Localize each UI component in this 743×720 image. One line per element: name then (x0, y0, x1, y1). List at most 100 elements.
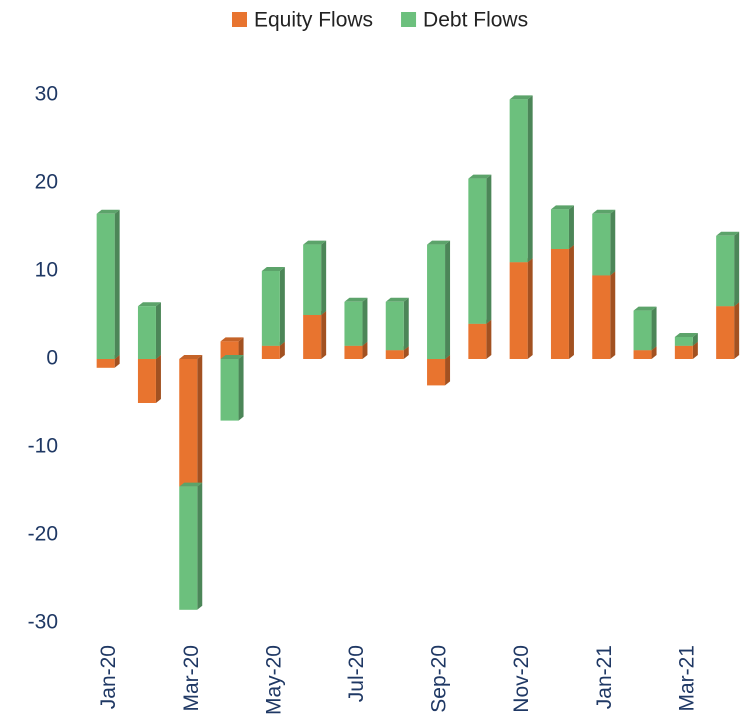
y-tick-label: -20 (28, 523, 58, 546)
bar-top (303, 240, 327, 245)
bar (179, 486, 198, 610)
bar (674, 337, 693, 346)
bar (344, 301, 363, 346)
bar-top (468, 174, 492, 179)
bar-side (114, 355, 120, 368)
legend-swatch (232, 12, 247, 27)
bar-top (261, 267, 285, 271)
bar (96, 359, 115, 368)
bar (468, 178, 487, 324)
x-tick-label: Mar-21 (675, 645, 698, 712)
x-tick-label: Nov-20 (510, 645, 533, 713)
bar (509, 262, 528, 359)
bar-side (692, 333, 698, 346)
bar-top (220, 355, 244, 359)
bar-side (403, 297, 409, 351)
bar (633, 310, 652, 351)
bar (550, 209, 569, 249)
bar-side (692, 341, 698, 359)
bar-side (114, 209, 120, 359)
legend-swatch (401, 12, 417, 27)
bar (96, 213, 115, 359)
bar-top (550, 205, 574, 210)
bar-side (445, 240, 451, 359)
bar-side (238, 355, 244, 421)
x-tick-label: May-20 (262, 645, 285, 715)
bar (427, 359, 446, 386)
bar-side (238, 337, 244, 359)
y-tick-label: 10 (35, 259, 58, 282)
bar-side (155, 355, 161, 403)
bar-side (486, 319, 492, 359)
bar-top (179, 355, 203, 359)
bar (220, 341, 239, 359)
bar-side (610, 209, 616, 276)
bar-side (486, 174, 492, 324)
bar-top (385, 297, 409, 302)
bar-side (568, 245, 574, 359)
bar (261, 271, 280, 346)
bar (303, 315, 322, 359)
bar (220, 359, 239, 421)
bar-side (362, 297, 368, 346)
bar (344, 345, 363, 359)
bar-side (362, 341, 368, 359)
bar-side (321, 311, 327, 359)
x-tick-label: Jan-21 (593, 645, 616, 709)
bar-top (96, 209, 120, 214)
bar (385, 350, 404, 359)
legend-label: Equity Flows (254, 9, 373, 32)
bar-top (427, 240, 451, 245)
bar-side (568, 205, 574, 249)
bar-side (445, 355, 451, 386)
bar (137, 306, 156, 359)
bar (592, 213, 611, 276)
x-tick-label: Sep-20 (428, 645, 451, 713)
y-tick-label: 0 (46, 347, 58, 370)
bar-side (527, 258, 533, 359)
bar (179, 359, 198, 487)
bar-top (592, 209, 616, 214)
bar-side (734, 231, 740, 307)
bar (427, 244, 446, 359)
bar (674, 345, 693, 359)
bar-top (179, 482, 203, 487)
bar-top (344, 297, 368, 302)
bar-top (509, 95, 533, 100)
bar-side (651, 306, 657, 351)
bar-side (734, 302, 740, 359)
bar (303, 244, 322, 315)
bar-top (716, 231, 740, 236)
x-tick-label: Jan-20 (97, 645, 120, 709)
x-tick-label: Mar-20 (180, 645, 203, 712)
y-tick-label: -10 (28, 435, 58, 458)
bar-side (403, 346, 409, 359)
bar-top (674, 333, 698, 337)
bar-side (651, 346, 657, 359)
y-tick-label: 30 (35, 83, 58, 106)
bar (716, 306, 735, 359)
bar (633, 350, 652, 359)
bar (592, 275, 611, 359)
bar (509, 99, 528, 263)
bar-top (220, 337, 244, 342)
bar-side (155, 302, 161, 359)
x-tick-label: Jul-20 (345, 645, 368, 702)
bar (261, 345, 280, 359)
bar-top (137, 302, 161, 307)
bar (550, 249, 569, 359)
bar-top (633, 306, 657, 311)
bar-side (197, 482, 203, 610)
bar-side (279, 267, 285, 346)
bar-side (610, 271, 616, 359)
bar-side (279, 341, 285, 359)
bar (137, 359, 156, 403)
bar (716, 235, 735, 307)
bar (468, 323, 487, 359)
y-tick-label: -30 (28, 611, 58, 634)
bar-side (527, 95, 533, 263)
bar-side (197, 355, 203, 487)
bar-side (321, 240, 327, 315)
bar (385, 301, 404, 351)
